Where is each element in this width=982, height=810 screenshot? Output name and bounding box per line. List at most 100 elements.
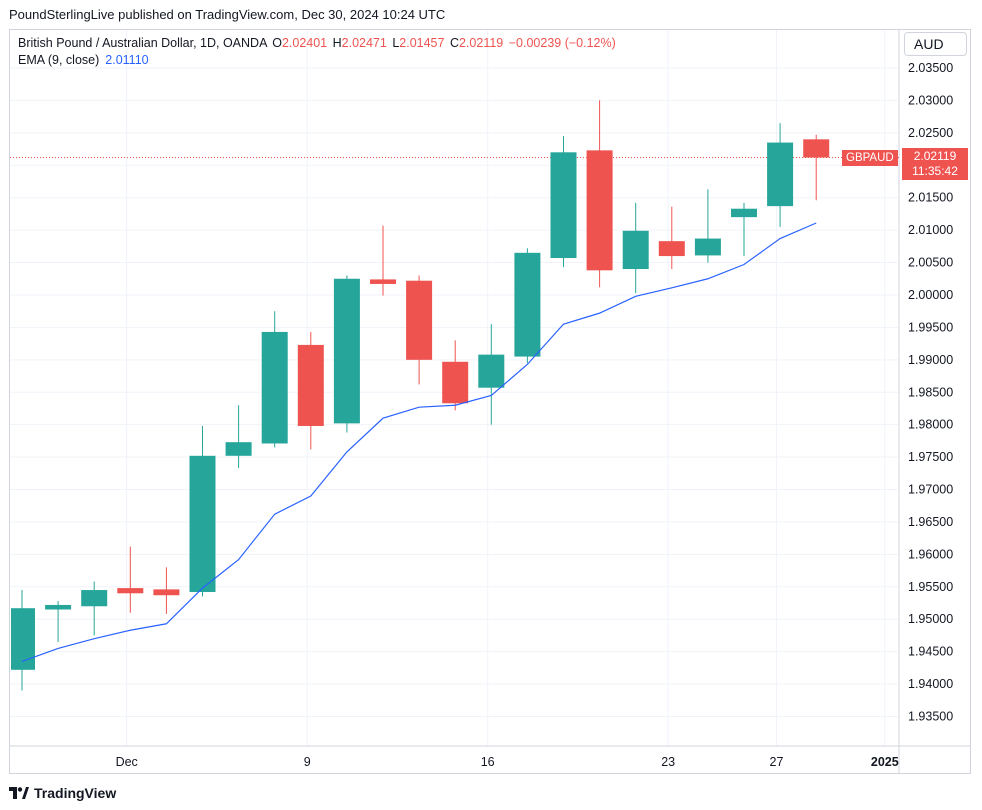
- candle: [514, 248, 541, 364]
- candle-body: [514, 252, 541, 357]
- candle-body: [731, 208, 757, 218]
- candle-body: [117, 588, 144, 594]
- candle-body: [442, 361, 469, 404]
- y-tick-label: 1.99500: [908, 320, 953, 334]
- x-tick-label: 16: [481, 755, 495, 769]
- candle-body: [333, 278, 360, 424]
- y-tick-label: 2.00000: [908, 288, 953, 302]
- low-label: L: [392, 36, 400, 50]
- candle: [297, 331, 324, 450]
- y-tick-label: 1.99000: [908, 353, 953, 367]
- candle-body: [297, 344, 324, 426]
- candle-body: [153, 589, 180, 596]
- candle-body: [81, 590, 108, 607]
- candle-body: [189, 455, 216, 592]
- candle: [81, 581, 108, 636]
- publisher-line: PoundSterlingLive published on TradingVi…: [9, 7, 446, 22]
- candle-body: [406, 280, 433, 360]
- y-tick-label: 1.94500: [908, 645, 953, 659]
- candle: [442, 340, 469, 411]
- candle-body: [478, 354, 505, 388]
- candle: [370, 225, 396, 296]
- candle: [731, 202, 757, 257]
- low-value: 2.01457: [399, 36, 445, 50]
- candle: [803, 134, 830, 201]
- change-value: −0.00239 (−0.12%): [508, 36, 616, 50]
- candle: [478, 324, 505, 425]
- candles: [11, 100, 830, 691]
- candle: [767, 123, 794, 227]
- close-value: 2.02119: [458, 36, 504, 50]
- axis-separators: [10, 30, 970, 773]
- x-tick-label: 23: [661, 755, 675, 769]
- ema-value: 2.01110: [105, 53, 149, 67]
- candle: [550, 136, 577, 268]
- y-tick-label: 1.94000: [908, 677, 953, 691]
- x-tick-label: 2025: [871, 755, 899, 769]
- candle: [45, 601, 72, 642]
- candle: [153, 567, 180, 615]
- candle: [658, 206, 685, 270]
- y-tick-label: 1.93500: [908, 710, 953, 724]
- candle-body: [11, 608, 35, 670]
- tradingview-logo-icon: [9, 787, 29, 799]
- x-tick-label: 9: [304, 755, 311, 769]
- candle-body: [767, 142, 794, 207]
- x-tick-label: 27: [770, 755, 784, 769]
- y-tick-label: 1.97000: [908, 483, 953, 497]
- symbol-price-label: GBPAUD: [842, 150, 898, 166]
- y-tick-label: 2.03500: [908, 61, 953, 75]
- y-tick-label: 1.96500: [908, 515, 953, 529]
- ohlc-legend: British Pound / Australian Dollar, 1D, O…: [18, 36, 616, 50]
- currency-selector[interactable]: AUD: [904, 32, 967, 56]
- last-price-value: 2.02119: [913, 149, 957, 163]
- x-tick-label: Dec: [116, 755, 138, 769]
- y-tick-label: 2.01000: [908, 223, 953, 237]
- candle: [261, 311, 288, 448]
- candle-body: [370, 279, 396, 284]
- candle-body: [694, 238, 721, 256]
- candle-body: [803, 139, 830, 158]
- candle-body: [658, 241, 685, 257]
- y-tick-label: 1.98500: [908, 385, 953, 399]
- y-tick-label: 2.02500: [908, 126, 953, 140]
- close-label: C: [449, 36, 459, 50]
- y-tick-label: 1.97500: [908, 450, 953, 464]
- y-tick-label: 2.03000: [908, 93, 953, 107]
- candle-body: [550, 152, 577, 259]
- y-tick-label: 1.96000: [908, 547, 953, 561]
- ema-polyline: [21, 222, 817, 662]
- bar-countdown: 11:35:42: [912, 164, 958, 178]
- y-tick-label: 1.98000: [908, 418, 953, 432]
- candle-body: [45, 604, 72, 610]
- candle: [406, 275, 433, 385]
- y-tick-label: 2.00500: [908, 256, 953, 270]
- candle-body: [225, 442, 252, 456]
- chart-frame: [9, 29, 971, 774]
- tradingview-brand: TradingView: [34, 785, 117, 801]
- candle: [225, 405, 252, 469]
- high-label: H: [332, 36, 342, 50]
- candle-body: [586, 150, 613, 271]
- y-tick-label: 1.95000: [908, 612, 953, 626]
- candle: [117, 546, 144, 613]
- y-tick-label: 2.01500: [908, 191, 953, 205]
- candle: [586, 100, 613, 288]
- candle: [694, 189, 721, 263]
- candle-body: [622, 230, 649, 270]
- candle: [11, 590, 35, 691]
- open-value: 2.02401: [281, 36, 328, 50]
- candle-body: [261, 331, 288, 444]
- tradingview-logo[interactable]: TradingView: [9, 785, 116, 801]
- candle: [622, 202, 649, 294]
- symbol-description: British Pound / Australian Dollar, 1D, O…: [18, 36, 267, 50]
- ema-label: EMA (9, close): [18, 53, 100, 67]
- high-value: 2.02471: [341, 36, 387, 50]
- time-axis: Dec 9 16 23 27 2025: [116, 755, 899, 769]
- price-axis: 2.035002.030002.025002.020002.015002.010…: [908, 61, 953, 724]
- open-label: O: [272, 36, 282, 50]
- candle: [333, 275, 360, 433]
- y-tick-label: 1.95500: [908, 580, 953, 594]
- ema-legend[interactable]: EMA (9, close) 2.01110: [18, 53, 149, 67]
